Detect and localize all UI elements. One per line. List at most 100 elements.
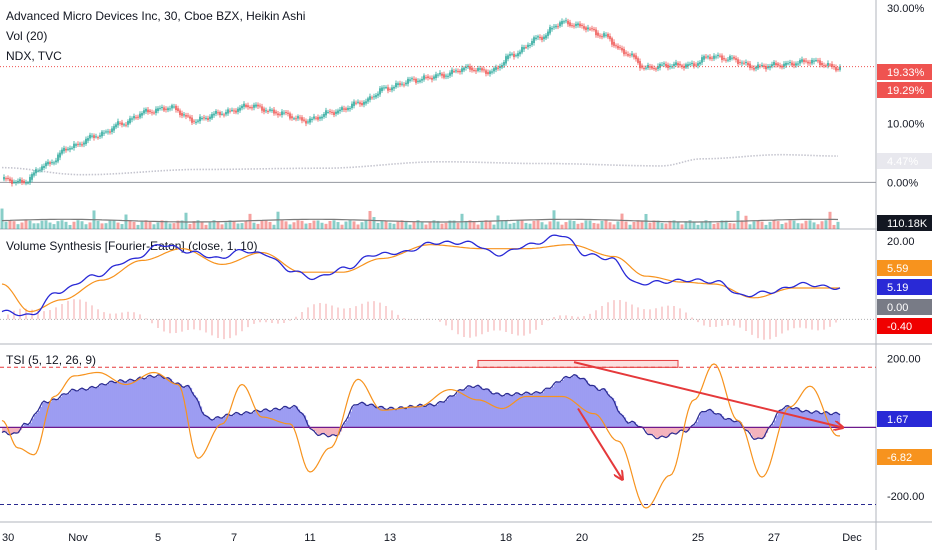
- volume-bar: [348, 220, 352, 229]
- volume-bar: [684, 221, 688, 229]
- volume-bar: [128, 220, 132, 229]
- candle-body: [665, 63, 667, 67]
- tsi-cloud-slice: [112, 381, 115, 428]
- tsi-cloud-slice: [382, 406, 385, 428]
- candle-body: [497, 67, 499, 69]
- tsi-badge-signal-bg: [877, 430, 932, 446]
- tsi-cloud-slice: [362, 402, 365, 428]
- volume-bar: [748, 224, 752, 229]
- tsi-cloud-slice: [188, 385, 191, 428]
- tsi-cloud-slice: [484, 389, 487, 428]
- candle-body: [705, 56, 707, 58]
- tsi-cloud-slice: [260, 411, 263, 428]
- volume-bar: [424, 224, 428, 229]
- candle-body: [795, 63, 797, 66]
- candle-body: [27, 182, 29, 184]
- volume-bar: [288, 224, 292, 229]
- candle-body: [171, 105, 173, 109]
- tsi-cloud-slice: [190, 387, 193, 428]
- tsi-cloud-slice: [472, 387, 475, 428]
- volume-bar: [240, 223, 244, 229]
- tsi-cloud-slice: [14, 427, 17, 433]
- volume-bar: [536, 220, 540, 229]
- candle-body: [797, 63, 799, 65]
- candle-body: [241, 105, 243, 109]
- candle-body: [73, 143, 75, 148]
- candle-body: [339, 109, 341, 112]
- candle-body: [133, 116, 135, 119]
- candle-body: [205, 117, 207, 119]
- tsi-cloud-slice: [660, 427, 663, 437]
- candle-body: [617, 45, 619, 49]
- tsi-cloud-slice: [88, 389, 91, 428]
- volume-bar: [116, 222, 120, 229]
- tsi-cloud-slice: [434, 405, 437, 428]
- candle-body: [173, 106, 175, 108]
- volume-bar: [476, 224, 480, 229]
- volume-bar: [784, 222, 788, 229]
- tsi-cloud-slice: [372, 404, 375, 428]
- volume-bar: [396, 220, 400, 229]
- candle-body: [725, 59, 727, 61]
- candle-body: [317, 117, 319, 120]
- tsi-cloud-slice: [748, 427, 751, 432]
- tsi-cloud-slice: [730, 418, 733, 428]
- tsi-cloud-slice: [368, 405, 371, 428]
- tsi-cloud-slice: [578, 377, 581, 428]
- candle-body: [455, 70, 457, 72]
- tsi-cloud-slice: [548, 388, 551, 428]
- tsi-cloud-slice: [486, 388, 489, 428]
- time-axis-label: 27: [768, 532, 780, 544]
- tsi-cloud-slice: [396, 409, 399, 428]
- candle-body: [59, 152, 61, 158]
- candle-body: [703, 56, 705, 60]
- candle-body: [181, 113, 183, 116]
- candle-body: [719, 55, 721, 57]
- candle-body: [21, 180, 23, 183]
- candle-body: [643, 67, 645, 69]
- candle-body: [637, 58, 639, 63]
- volume-bar: [340, 224, 344, 229]
- tsi-cloud-slice: [200, 406, 203, 428]
- tsi-cloud-slice: [574, 374, 577, 428]
- candle-body: [251, 107, 253, 109]
- candle-body: [687, 64, 689, 67]
- tsi-cloud-slice: [232, 415, 235, 428]
- tsi-cloud-slice: [530, 394, 533, 428]
- tsi-cloud-slice: [604, 388, 607, 428]
- tsi-cloud-slice: [398, 408, 401, 428]
- volume-bar: [256, 223, 260, 229]
- tsi-cloud-slice: [662, 427, 665, 436]
- candle-body: [511, 53, 513, 55]
- candle-body: [411, 78, 413, 80]
- tsi-cloud-slice: [752, 427, 755, 438]
- tsi-cloud-slice: [504, 395, 507, 428]
- tsi-cloud-slice: [588, 383, 591, 428]
- candle-body: [659, 63, 661, 68]
- volume-bar: [808, 220, 812, 229]
- candle-body: [791, 62, 793, 66]
- tsi-cloud-slice: [622, 415, 625, 428]
- tsi-cloud-slice: [22, 425, 25, 428]
- tsi-cloud-slice: [672, 427, 675, 433]
- vs-tick-label: 20.00: [887, 236, 915, 248]
- candle-body: [769, 66, 771, 68]
- volume-bar: [164, 220, 168, 229]
- volume-bar: [76, 220, 80, 229]
- candle-body: [701, 57, 703, 63]
- tsi-cloud-slice: [262, 411, 265, 428]
- tsi-cloud-slice: [452, 396, 455, 428]
- volume-bar: [676, 222, 680, 229]
- candle-body: [805, 60, 807, 62]
- candle-body: [781, 65, 783, 68]
- tsi-cloud-slice: [568, 377, 571, 428]
- tsi-cloud-slice: [218, 416, 221, 428]
- tsi-cloud-slice: [428, 404, 431, 428]
- tsi-cloud-slice: [500, 394, 503, 428]
- volume-bar: [68, 224, 72, 229]
- tsi-cloud-slice: [496, 392, 499, 428]
- candle-body: [395, 83, 397, 88]
- candle-body: [123, 124, 125, 126]
- tsi-cloud-slice: [236, 412, 239, 428]
